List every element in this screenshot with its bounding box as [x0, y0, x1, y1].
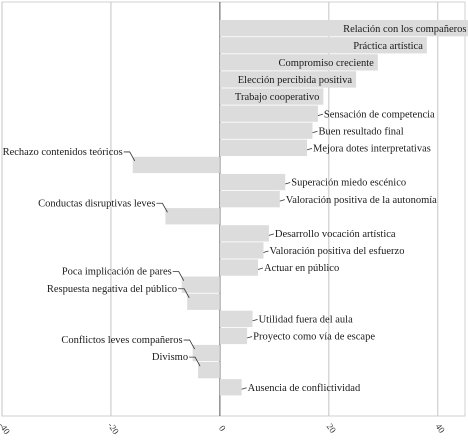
label-leader [189, 356, 201, 367]
category-label: Superación miedo escénico [291, 178, 406, 189]
label-leader [241, 387, 247, 390]
bars [132, 20, 468, 396]
bar [181, 276, 220, 293]
category-label: Conductas disruptivas leves [38, 198, 155, 209]
bar [219, 310, 253, 327]
label-leader [172, 271, 185, 281]
category-label: Utilidad fuera del aula [259, 314, 354, 325]
category-label: Actuar en público [264, 263, 339, 274]
bar [219, 327, 248, 345]
category-label: Relación con los compañeros [343, 24, 466, 35]
label-leader [247, 336, 253, 339]
bar [219, 259, 259, 276]
label-leader [263, 250, 269, 253]
category-label: Divismo [152, 352, 188, 363]
category-label: Valoración positiva de la autonomía [286, 195, 437, 206]
x-tick-label: 0 [217, 424, 228, 434]
bar [132, 156, 220, 174]
bar [219, 225, 269, 242]
label-leader [268, 233, 275, 236]
category-label: Poca implicación de pares [62, 267, 172, 278]
bar [192, 344, 220, 362]
label-leader [178, 288, 190, 298]
bar [219, 54, 378, 71]
x-tick-label: -20 [106, 420, 121, 436]
category-label: Elección percibida positiva [238, 75, 353, 86]
bar [219, 191, 280, 208]
bar [219, 20, 468, 37]
category-label: Proyecto como vía de escape [253, 332, 375, 343]
x-tick-label: 20 [325, 422, 339, 436]
label-leader [257, 267, 264, 270]
category-label: Respuesta negativa del público [47, 284, 177, 295]
bar [219, 379, 242, 396]
x-tick-label: 40 [434, 422, 448, 436]
label-leader [156, 202, 168, 213]
bar [219, 173, 286, 191]
bar [219, 139, 308, 156]
category-label: Ausencia de conflictividad [248, 383, 361, 394]
category-label: Valoración positiva del esfuerzo [269, 246, 404, 257]
label-leader [252, 318, 258, 322]
category-label: Mejora dotes interpretativas [313, 143, 431, 154]
category-label: Sensación de competencia [324, 109, 435, 120]
bar [219, 122, 313, 139]
label-leader [285, 182, 291, 185]
category-label: Trabajo cooperativo [235, 92, 319, 103]
label-leader [306, 147, 313, 151]
x-axis-ticks: -40 -20 0 20 40 [0, 420, 447, 436]
bar [219, 105, 318, 122]
bar [219, 88, 324, 105]
category-label: Rechazo contenidos teóricos [3, 147, 123, 158]
label-leader [317, 113, 324, 117]
label-leader [183, 339, 195, 350]
bar [219, 71, 357, 88]
category-label: Conflictos leves compañeros [61, 335, 182, 346]
category-label: Práctica artística [353, 41, 423, 52]
bar [187, 293, 220, 310]
bar [219, 242, 264, 259]
x-tick-label: -40 [0, 420, 12, 436]
bar [165, 208, 220, 225]
category-labels: Relación con los compañeros Práctica artí… [3, 24, 467, 394]
bar [219, 37, 427, 54]
label-leader [279, 199, 285, 202]
label-leader [312, 130, 318, 134]
category-label: Compromiso creciente [278, 58, 374, 69]
category-label: Buen resultado final [318, 126, 403, 137]
category-label: Desarrollo vocación artística [275, 229, 396, 240]
bar [198, 362, 220, 379]
label-leader [123, 151, 136, 162]
